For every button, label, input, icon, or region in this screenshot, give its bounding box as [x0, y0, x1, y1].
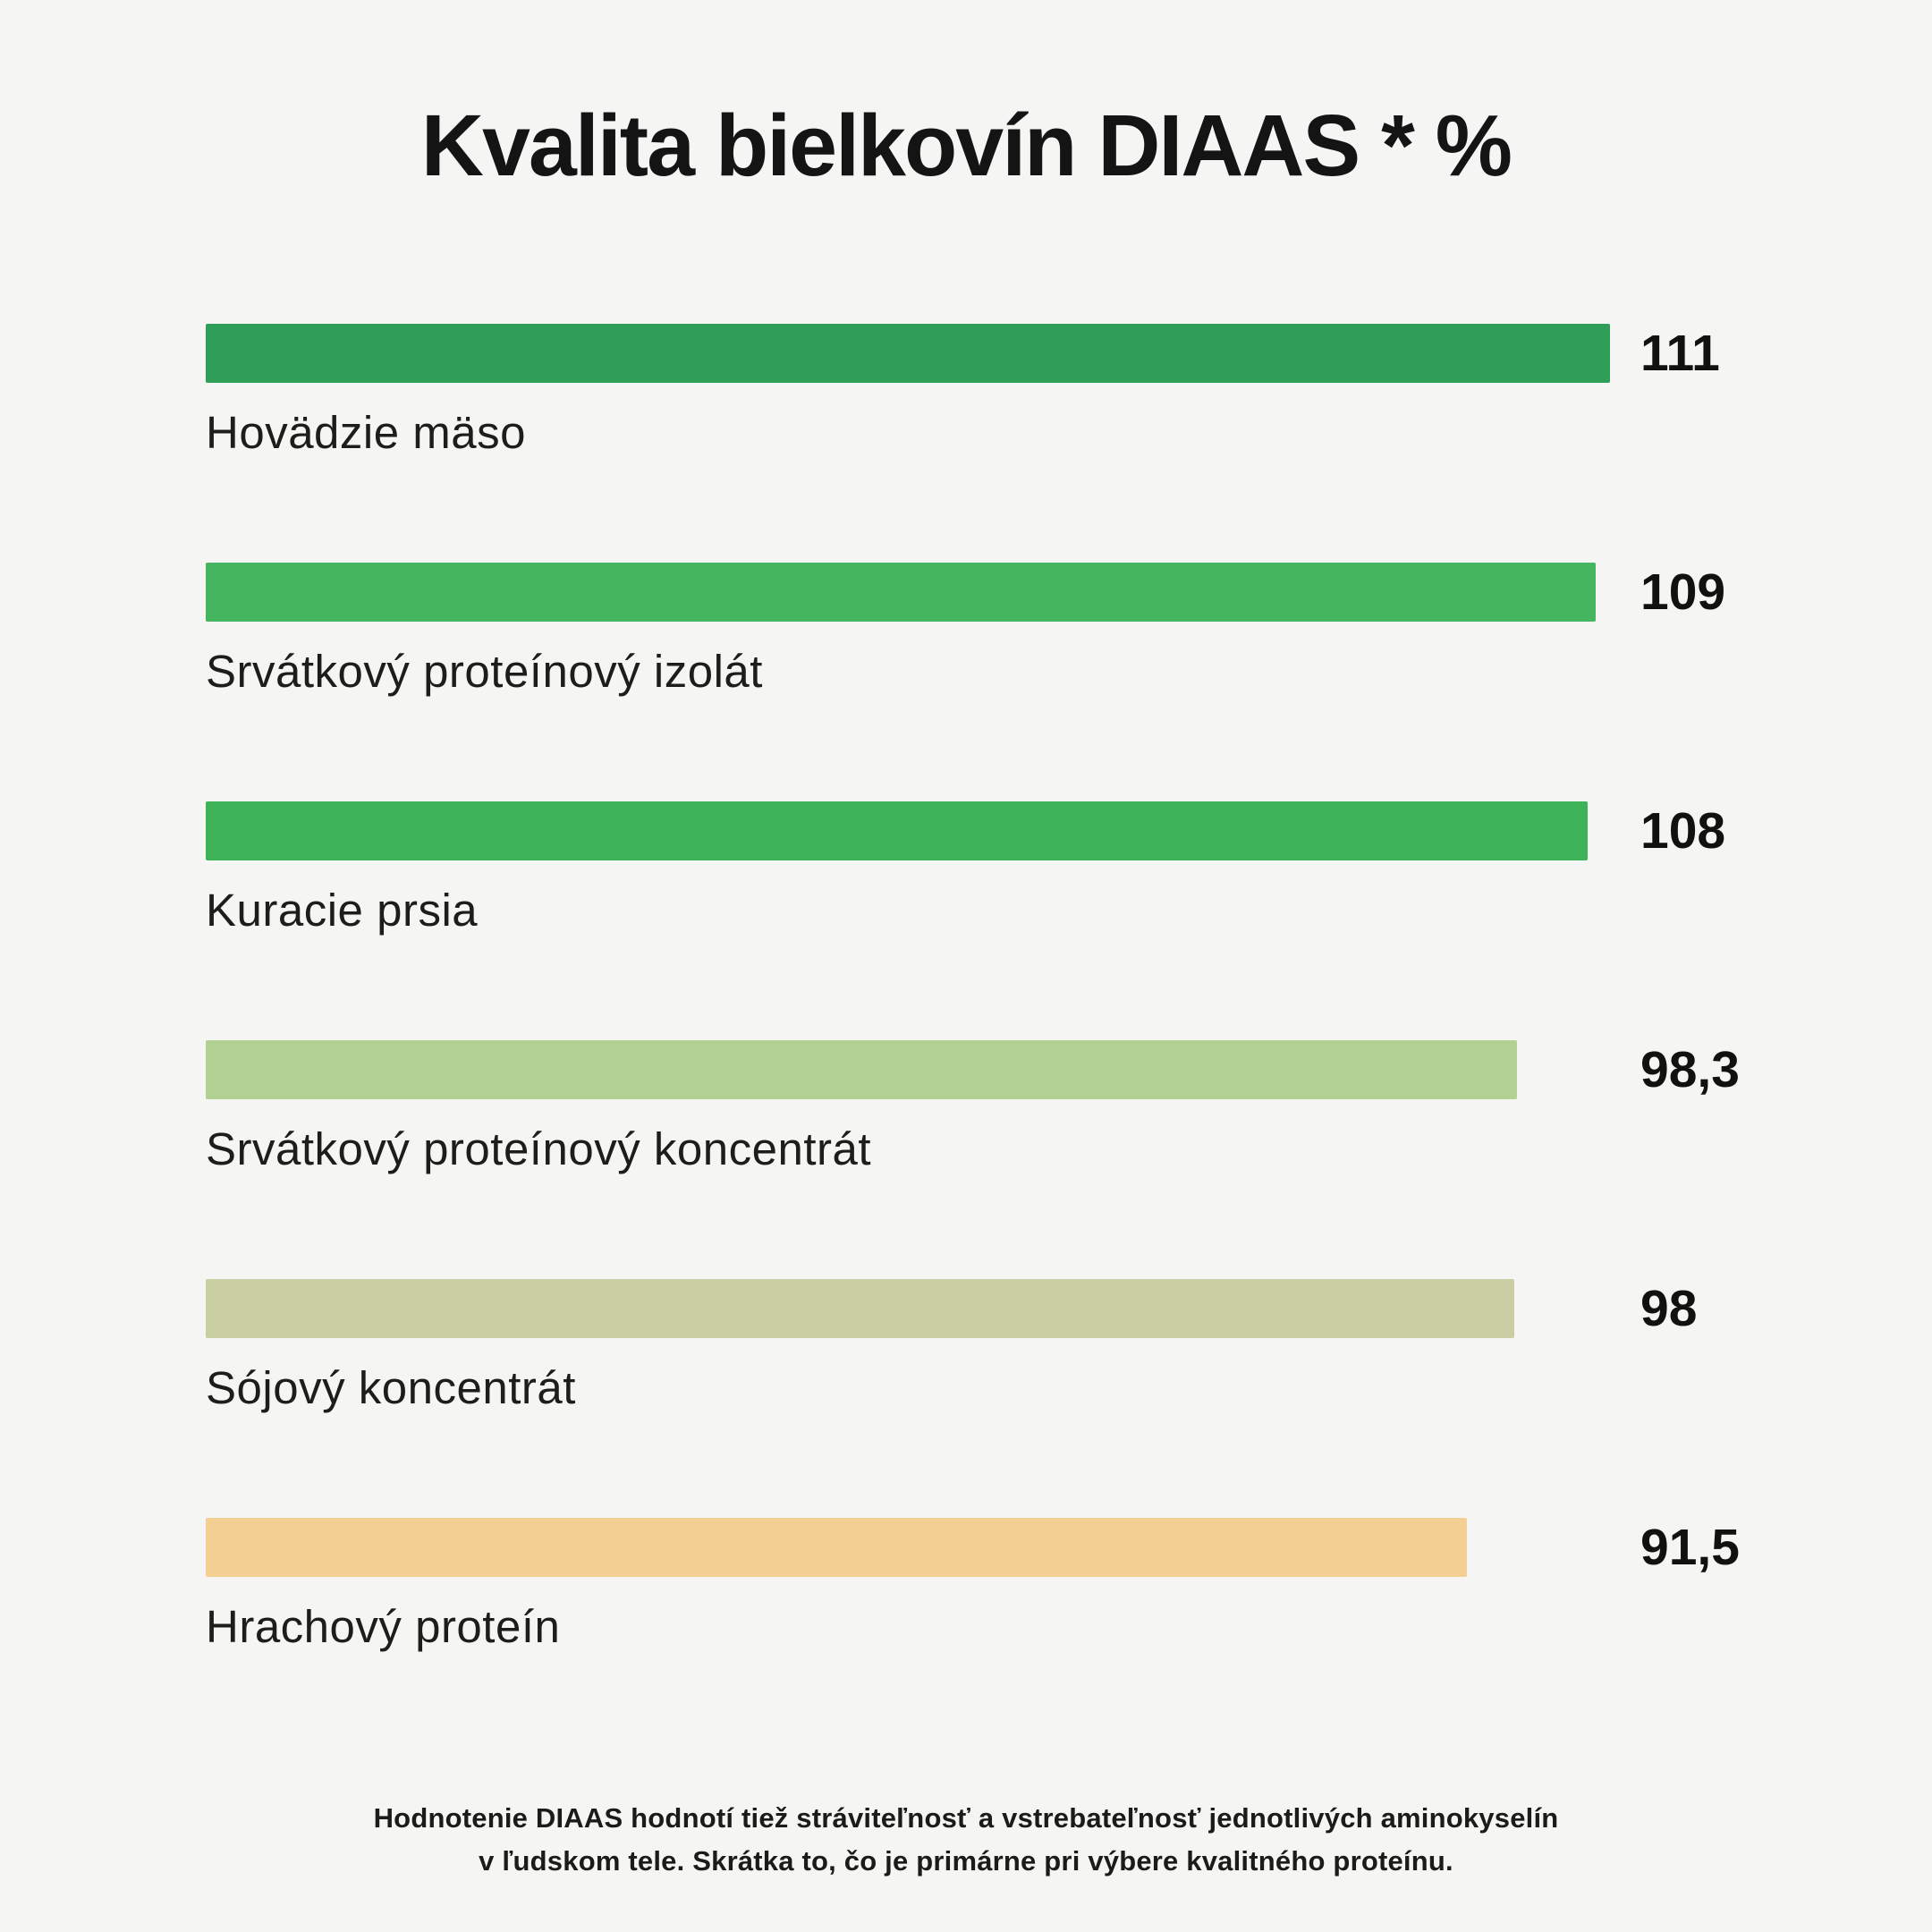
bar-row: Sójový koncentrát 98	[206, 1279, 1932, 1413]
bar-value-label: 98	[1640, 1280, 1698, 1338]
bar-track: Srvátkový proteínový koncentrát	[206, 1040, 1610, 1174]
bar-track: Kuracie prsia	[206, 801, 1610, 936]
bar-track: Srvátkový proteínový izolát	[206, 562, 1610, 697]
bar-row: Hovädzie mäso 111	[206, 323, 1932, 458]
bar-category-label: Hrachový proteín	[206, 1601, 561, 1653]
chart-title: Kvalita bielkovín DIAAS * %	[420, 97, 1513, 194]
bar-category-label: Kuracie prsia	[206, 885, 479, 936]
footnote-line-1: Hodnotenie DIAAS hodnotí tiež stráviteľn…	[373, 1802, 1559, 1835]
bar-track: Hovädzie mäso	[206, 323, 1610, 458]
bar-chart: Hovädzie mäso 111 Srvátkový proteínový i…	[0, 323, 1932, 1653]
bar-value-label: 91,5	[1640, 1519, 1740, 1577]
bar-category-label: Hovädzie mäso	[206, 406, 526, 458]
bar-row: Srvátkový proteínový izolát 109	[206, 562, 1932, 697]
footnote: Hodnotenie DIAAS hodnotí tiež stráviteľn…	[0, 1797, 1932, 1883]
bar-value-label: 108	[1640, 802, 1726, 860]
footnote-line-2: v ľudskom tele. Skrátka to, čo je primár…	[479, 1845, 1453, 1877]
bar-value-label: 109	[1640, 563, 1726, 621]
bar-row: Hrachový proteín 91,5	[206, 1518, 1932, 1652]
bar	[206, 1040, 1517, 1100]
bar-track: Hrachový proteín	[206, 1518, 1610, 1652]
bar-category-label: Srvátkový proteínový koncentrát	[206, 1123, 872, 1175]
bar-row: Kuracie prsia 108	[206, 801, 1932, 936]
bar	[206, 1518, 1467, 1578]
bar-row: Srvátkový proteínový koncentrát 98,3	[206, 1040, 1932, 1174]
bar-category-label: Srvátkový proteínový izolát	[206, 645, 763, 697]
bar-category-label: Sójový koncentrát	[206, 1362, 576, 1414]
bar-value-label: 98,3	[1640, 1041, 1740, 1099]
bar	[206, 562, 1596, 622]
bar	[206, 323, 1610, 383]
bar	[206, 1279, 1515, 1339]
bar	[206, 801, 1589, 861]
bar-value-label: 111	[1640, 324, 1720, 382]
bar-track: Sójový koncentrát	[206, 1279, 1610, 1413]
